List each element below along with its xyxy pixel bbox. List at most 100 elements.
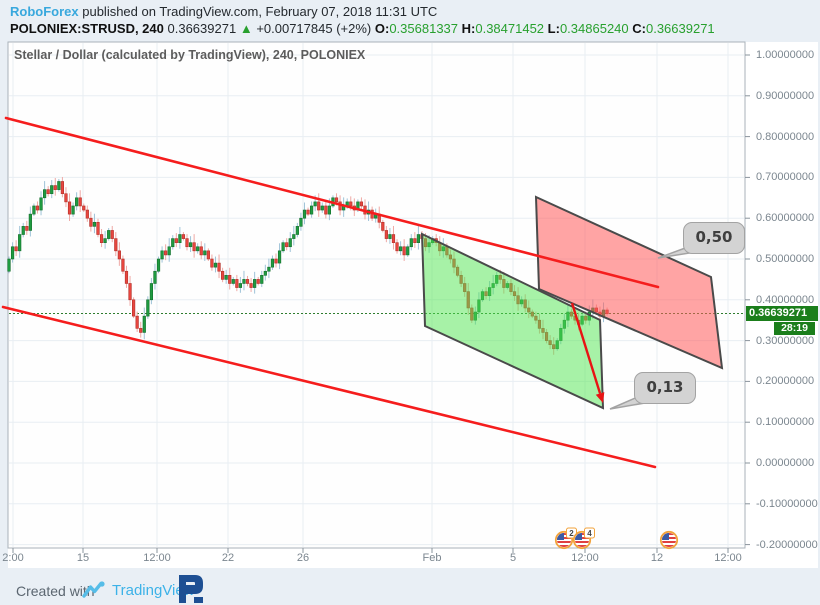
- economic-event-icon[interactable]: [659, 530, 679, 550]
- bar-countdown-badge: 28:19: [774, 322, 815, 335]
- lower-target-callout: 0,13: [634, 372, 696, 404]
- created-with-label: Created with: [16, 583, 95, 599]
- candle: [178, 234, 182, 243]
- candle: [89, 217, 93, 227]
- candle: [164, 250, 168, 256]
- economic-event-icon[interactable]: 4: [572, 527, 595, 550]
- close-value: 0.36639271: [645, 21, 715, 36]
- channel-line: [1, 305, 657, 469]
- candle: [224, 275, 228, 280]
- candle: [196, 246, 200, 252]
- candle: [153, 270, 157, 284]
- candle: [238, 283, 243, 288]
- candle: [78, 197, 82, 207]
- price-axis-label: 0.80000000: [756, 130, 815, 143]
- candle: [160, 250, 164, 260]
- candle: [416, 234, 421, 243]
- candle: [57, 181, 61, 190]
- candle: [28, 213, 32, 231]
- publish-text: published on TradingView.com, February 0…: [78, 4, 438, 19]
- candle: [50, 185, 54, 195]
- candle: [21, 226, 25, 235]
- roboforex-author-link[interactable]: RoboForex: [10, 4, 79, 19]
- change-text: +0.00717845 (+2%): [256, 21, 372, 36]
- candle: [388, 234, 392, 239]
- candle: [199, 246, 203, 256]
- candle: [64, 193, 68, 203]
- candle: [309, 205, 314, 215]
- candle: [235, 279, 239, 288]
- candle: [192, 242, 196, 252]
- candle: [82, 205, 86, 211]
- high-value: 0.38471452: [475, 21, 545, 36]
- candle: [185, 238, 189, 248]
- candle: [285, 242, 289, 248]
- price-axis-label: 0.40000000: [756, 293, 815, 306]
- time-axis-label: 2:00: [2, 552, 24, 564]
- roboforex-logo-icon[interactable]: [174, 573, 206, 605]
- candle: [221, 270, 225, 280]
- price-axis-label: 0.50000000: [756, 253, 815, 265]
- bearish-zone: [534, 195, 724, 370]
- candle: [359, 201, 364, 207]
- candle: [85, 209, 89, 219]
- candle: [10, 246, 15, 260]
- candle: [231, 279, 235, 284]
- bullish-zone: [420, 232, 605, 410]
- candle: [121, 258, 125, 272]
- candle: [135, 315, 139, 329]
- svg-text:4: 4: [587, 529, 592, 538]
- candle: [267, 266, 271, 272]
- symbol-label[interactable]: POLONIEX:STRUSD, 240: [10, 21, 164, 36]
- candle: [288, 238, 292, 248]
- candle: [295, 226, 299, 235]
- trend-channel-lines: [1, 116, 660, 469]
- upper-target-callout: 0,50: [683, 222, 745, 254]
- candle: [320, 205, 324, 211]
- price-axis-label: 0.60000000: [756, 212, 815, 225]
- candle: [32, 205, 36, 215]
- candle: [299, 217, 303, 227]
- forecast-zones: [420, 195, 724, 410]
- candle: [306, 209, 310, 215]
- candle: [156, 258, 161, 272]
- time-axis-label: 26: [296, 552, 310, 564]
- tradingview-logo-icon[interactable]: [82, 580, 106, 599]
- candle: [35, 205, 40, 211]
- publish-info: RoboForex published on TradingView.com, …: [10, 4, 437, 19]
- time-axis-label: 5: [509, 552, 517, 564]
- open-label: O:: [374, 21, 390, 36]
- price-axis-label: 0.70000000: [756, 171, 815, 184]
- candle: [324, 205, 328, 215]
- candle: [253, 279, 257, 288]
- candle: [25, 226, 29, 231]
- candle: [406, 246, 410, 256]
- candle: [274, 258, 278, 264]
- candle: [128, 283, 132, 301]
- tradingview-footer-link[interactable]: TradingView: [112, 582, 195, 599]
- last-price-badge: 0.36639271: [746, 306, 818, 321]
- price-axis-label: 0.00000000: [756, 457, 815, 469]
- time-axis-label: 12: [650, 552, 664, 564]
- candle: [292, 234, 296, 239]
- candle: [270, 258, 275, 268]
- candle: [39, 197, 43, 211]
- up-triangle-icon: ▲: [239, 21, 253, 36]
- candle: [228, 275, 232, 284]
- candle: [398, 246, 403, 252]
- candle: [42, 189, 47, 199]
- candle: [103, 238, 107, 243]
- candle: [263, 270, 267, 276]
- time-axis-label: 12:00: [714, 552, 742, 564]
- symbol-ohlc-bar: POLONIEX:STRUSD, 240 0.36639271 ▲ +0.007…: [10, 21, 715, 36]
- price-axis-label: -0.10000000: [756, 497, 818, 510]
- candle: [381, 221, 385, 231]
- high-label: H:: [461, 21, 476, 36]
- candle: [409, 238, 413, 248]
- time-axis-label: Feb: [422, 552, 442, 564]
- economic-event-icon[interactable]: 2: [554, 527, 577, 550]
- price-axis-label: 1.00000000: [756, 49, 815, 61]
